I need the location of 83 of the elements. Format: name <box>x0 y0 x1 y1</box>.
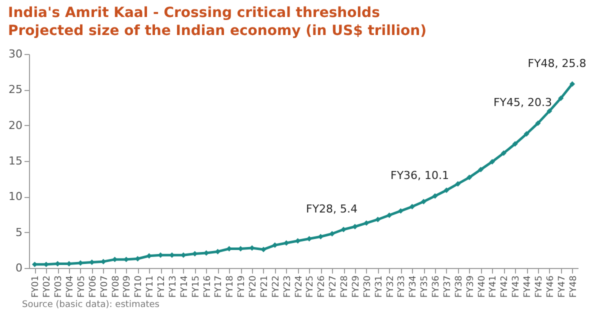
point <box>444 188 450 193</box>
x-tick-label: FY11 <box>146 276 156 298</box>
point <box>535 120 541 126</box>
annotation: FY45, 20.3 <box>493 96 552 110</box>
point <box>420 198 426 204</box>
point <box>364 220 370 226</box>
x-tick-label: FY20 <box>248 275 259 298</box>
x-tick-label: FY15 <box>191 276 202 298</box>
x-tick-label: FY19 <box>237 275 248 298</box>
x-tick-label: FY42 <box>500 276 510 298</box>
chart-subtitle: Projected size of the Indian economy (in US$ trillion) <box>8 23 426 39</box>
annotation: FY48, 25.8 <box>528 56 586 70</box>
x-tick-label: FY25 <box>306 276 316 298</box>
y-tick-label: 15 <box>8 154 22 168</box>
x-tick-label: FY18 <box>226 275 236 298</box>
x-tick-label: FY30 <box>362 275 373 298</box>
x-tick-label: FY09 <box>122 275 133 298</box>
x-tick-label: FY45 <box>534 276 544 298</box>
x-tick-label: FY34 <box>408 275 419 298</box>
y-tick-label: 30 <box>8 48 22 60</box>
y-tick-label: 5 <box>16 226 22 239</box>
y-tick-label: 25 <box>8 83 22 96</box>
x-tick-label: FY47 <box>557 276 568 298</box>
point <box>489 158 495 164</box>
point <box>352 224 358 230</box>
x-tick-label: FY31 <box>374 276 384 298</box>
annotation: FY36, 10.1 <box>390 168 450 182</box>
point <box>478 166 484 172</box>
point <box>500 150 506 156</box>
point <box>398 208 404 214</box>
x-tick-label: FY01 <box>31 276 42 298</box>
y-tick-label: 0 <box>16 262 22 274</box>
x-tick-label: FY13 <box>168 276 178 298</box>
x-tick-label: FY08 <box>111 275 122 298</box>
x-tick-label: FY35 <box>420 276 430 298</box>
y-tick-label: 10 <box>8 190 22 204</box>
x-tick-label: FY41 <box>488 276 499 298</box>
x-tick-label: FY05 <box>76 276 87 298</box>
x-tick-label: FY38 <box>454 275 464 298</box>
x-tick-label: FY40 <box>477 275 488 298</box>
point <box>558 95 564 101</box>
x-tick-label: FY06 <box>88 275 98 298</box>
point <box>546 108 552 114</box>
point <box>512 141 518 147</box>
point <box>455 181 461 187</box>
x-tick-label: FY28 <box>340 275 350 298</box>
x-tick-label: FY26 <box>317 275 328 298</box>
x-tick-label: FY22 <box>271 276 282 298</box>
x-tick-label: FY17 <box>214 276 224 298</box>
point <box>524 131 530 137</box>
chart-title: India's Amrit Kaal - Crossing critical thresholds <box>8 5 380 21</box>
x-tick-label: FY21 <box>260 276 270 298</box>
point <box>386 212 392 218</box>
x-tick-label: FY03 <box>54 276 64 298</box>
x-tick-label: FY36 <box>432 275 442 298</box>
x-tick-label: FY07 <box>100 276 110 298</box>
x-tick-label: FY32 <box>386 276 396 298</box>
x-tick-label: FY37 <box>442 276 453 298</box>
x-tick-label: FY24 <box>294 275 304 298</box>
x-tick-label: FY33 <box>397 276 408 298</box>
x-tick-label: FY39 <box>466 275 476 298</box>
x-tick-label: FY02 <box>42 276 53 298</box>
point <box>375 216 381 222</box>
x-tick-label: FY14 <box>180 275 190 298</box>
x-tick-label: FY46 <box>546 275 556 298</box>
y-tick-label: 20 <box>8 118 22 132</box>
x-tick-label: FY10 <box>134 275 144 298</box>
x-tick-label: FY16 <box>202 275 213 298</box>
annotation: FY28, 5.4 <box>306 202 358 216</box>
x-tick-label: FY27 <box>328 276 339 298</box>
x-tick-label: FY12 <box>157 276 168 298</box>
point <box>466 174 472 180</box>
x-tick-label: FY23 <box>282 276 293 298</box>
point <box>409 204 415 210</box>
x-tick-label: FY44 <box>523 275 534 298</box>
x-tick-label: FY43 <box>512 276 522 298</box>
point <box>340 226 346 232</box>
source-note: Source (basic data): estimates <box>21 300 160 310</box>
x-tick-label: FY29 <box>351 275 362 298</box>
point <box>432 193 438 199</box>
point <box>570 81 576 87</box>
x-tick-label: FY04 <box>66 275 76 298</box>
x-tick-label: FY48 <box>568 275 579 298</box>
